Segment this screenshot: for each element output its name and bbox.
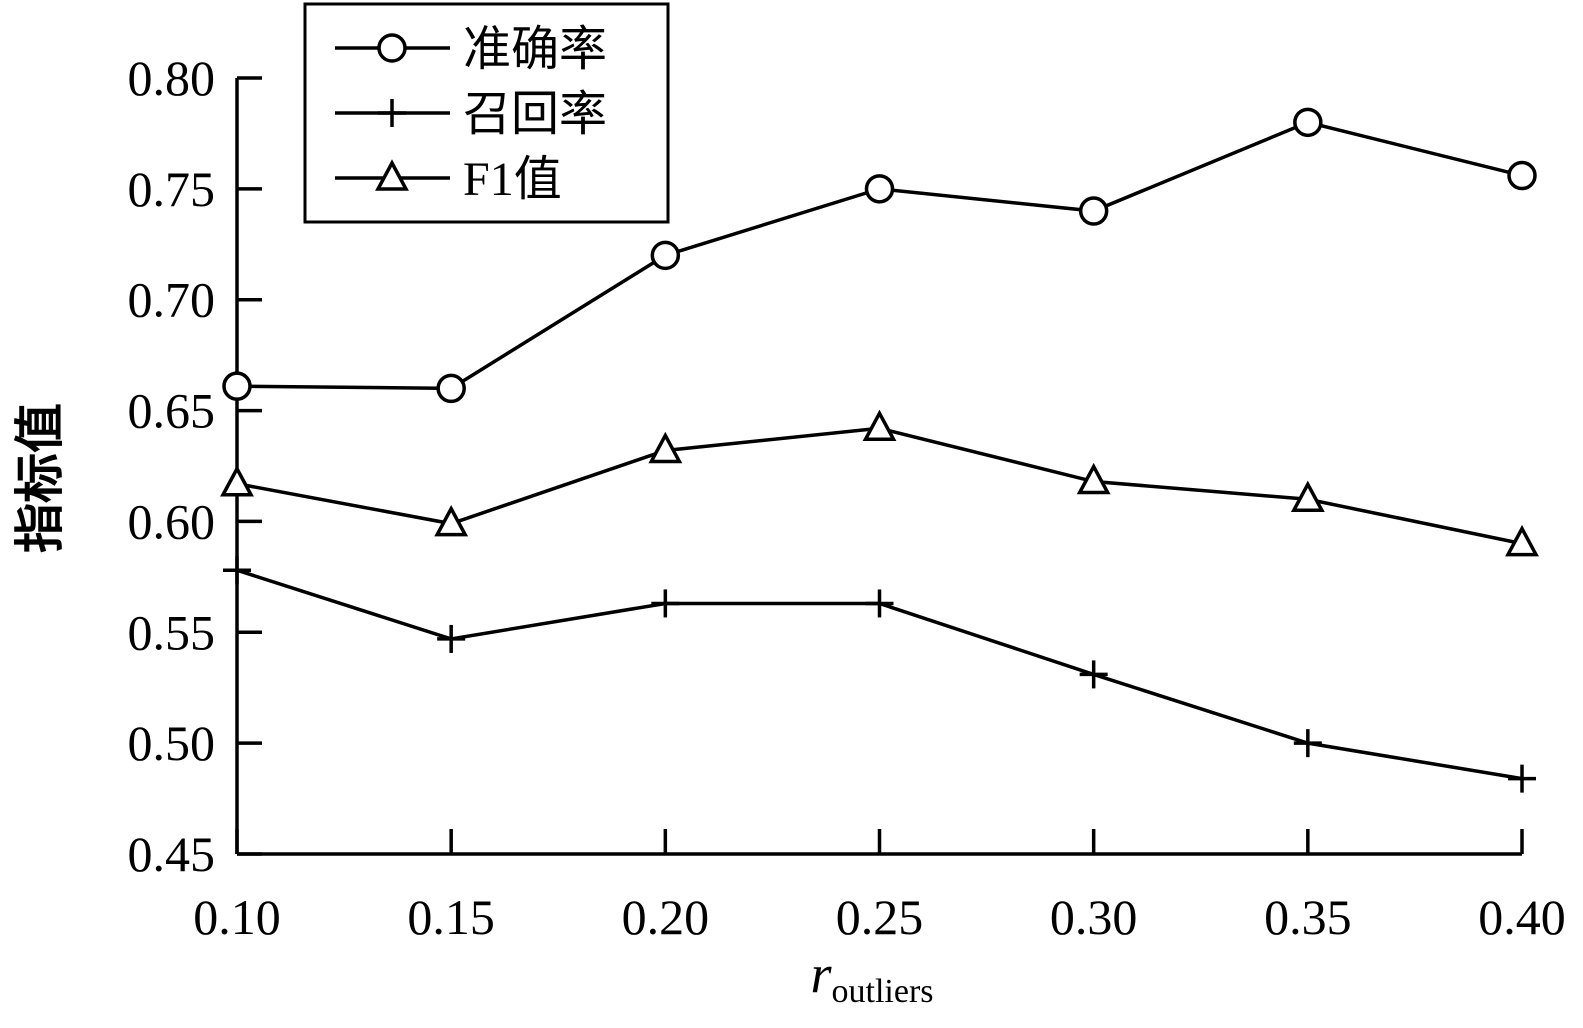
- y-tick-label: 0.60: [128, 493, 216, 549]
- data-point: [864, 174, 895, 204]
- x-tick-label: 0.15: [407, 889, 495, 945]
- data-point: [650, 240, 681, 271]
- x-tick-label: 0.40: [1478, 889, 1566, 945]
- data-point: [1505, 524, 1539, 557]
- data-point: [223, 556, 251, 585]
- data-point: [1079, 660, 1108, 689]
- legend-marker: [375, 159, 409, 191]
- data-point: [437, 624, 466, 653]
- y-tick-label: 0.45: [128, 826, 216, 882]
- y-ticks: 0.45 0.50 0.55 0.60 0.65 0.70 0.75 0.80: [128, 50, 262, 882]
- data-point: [1508, 764, 1536, 793]
- x-tick-label: 0.10: [193, 889, 281, 945]
- legend-label: F1值: [463, 153, 562, 206]
- data-point: [1293, 107, 1323, 138]
- legend-marker: [377, 33, 407, 63]
- data-point: [1293, 729, 1322, 758]
- data-point: [222, 371, 252, 401]
- x-axis-label-subscript: outliers: [832, 973, 934, 1010]
- data-point: [1507, 160, 1537, 191]
- y-tick-label: 0.80: [128, 50, 216, 106]
- x-tick-label: 0.35: [1264, 889, 1352, 945]
- data-point: [436, 373, 466, 404]
- series-group: [220, 107, 1539, 793]
- data-point: [434, 504, 469, 537]
- x-tick-label: 0.25: [836, 889, 924, 945]
- series-line: [236, 426, 1523, 546]
- legend-label: 准确率: [463, 23, 607, 76]
- y-tick-label: 0.70: [128, 272, 216, 328]
- data-point: [1078, 196, 1109, 226]
- x-tick-label: 0.30: [1050, 889, 1138, 945]
- y-tick-label: 0.50: [128, 715, 216, 771]
- series-circle: [222, 107, 1537, 404]
- series-plus: [223, 556, 1536, 793]
- data-point: [1076, 462, 1111, 495]
- x-axis-label-main: r: [811, 944, 833, 1004]
- y-tick-label: 0.65: [128, 383, 216, 439]
- series-triangle: [220, 409, 1539, 557]
- data-point: [1290, 480, 1325, 513]
- x-axis-label: routliers: [811, 944, 934, 1010]
- y-tick-label: 0.55: [128, 604, 216, 660]
- y-axis-label: 指标值: [12, 403, 68, 553]
- data-point: [865, 589, 894, 618]
- y-tick-label: 0.75: [128, 161, 216, 217]
- data-point: [862, 409, 897, 442]
- legend-label: 召回率: [463, 88, 607, 141]
- data-point: [648, 431, 683, 464]
- data-point: [220, 465, 254, 497]
- legend-marker: [378, 99, 406, 127]
- x-tick-label: 0.20: [622, 889, 710, 945]
- x-ticks: 0.10 0.15 0.20 0.25 0.30 0.35 0.40: [193, 829, 1566, 945]
- data-point: [651, 589, 680, 618]
